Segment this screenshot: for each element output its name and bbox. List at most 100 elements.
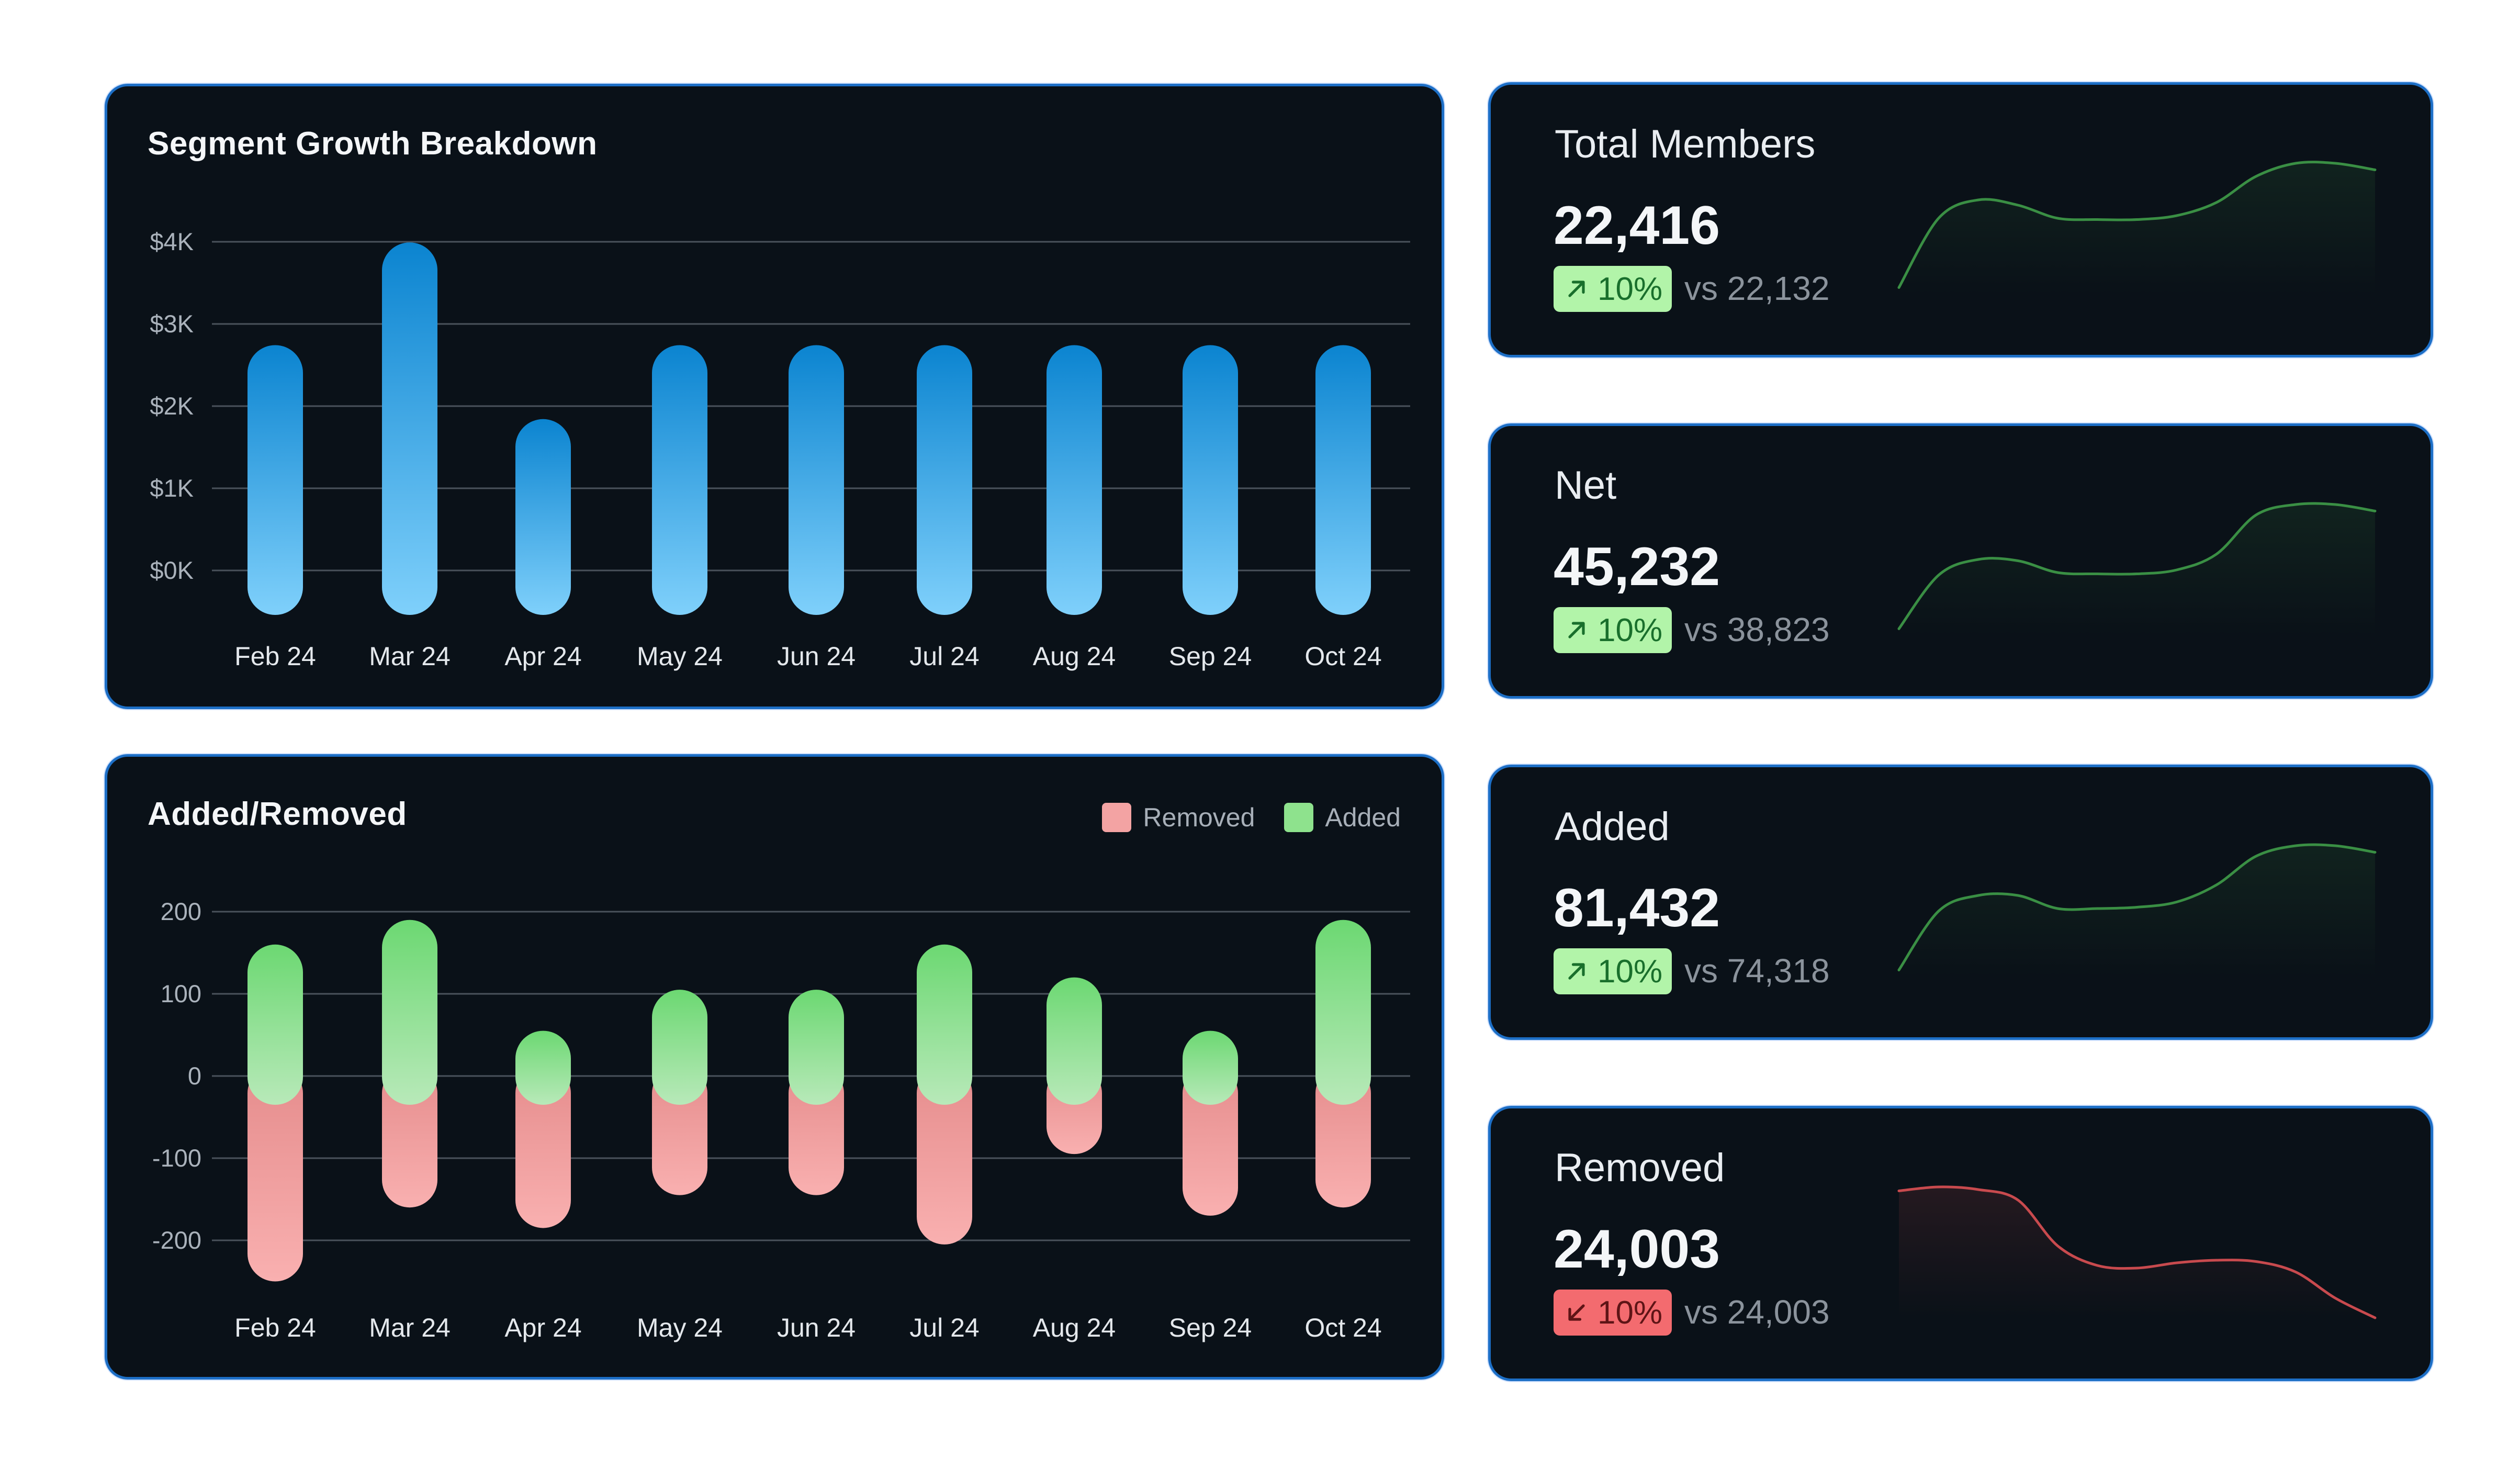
trend-change: 10% <box>1598 953 1663 990</box>
added-removed-chart: -200 -100 0 100 200 Feb 24 Mar 24 Apr 24 May 24 J… <box>152 898 1410 1342</box>
x-tick-label: Sep 24 <box>1169 642 1252 671</box>
y-tick-label: 100 <box>161 980 201 1007</box>
sparkline <box>1897 161 2377 294</box>
kpi-comparison: vs 24,003 <box>1684 1293 1830 1331</box>
x-tick-label: May 24 <box>637 642 723 671</box>
x-tick-label: Oct 24 <box>1304 1313 1381 1342</box>
x-tick-label: Mar 24 <box>369 1313 451 1342</box>
sparkline-area <box>1899 844 2375 977</box>
x-tick-label: Oct 24 <box>1304 642 1381 671</box>
sparkline <box>1897 843 2377 977</box>
kpi-title: Added <box>1555 804 1670 849</box>
sparkline-area <box>1899 503 2375 635</box>
sparkline <box>1897 1185 2377 1319</box>
bar-removed <box>917 1066 972 1245</box>
kpi-comparison: vs 22,132 <box>1684 270 1830 307</box>
x-tick-label: Jun 24 <box>777 642 856 671</box>
legend-label-removed: Removed <box>1143 803 1255 832</box>
bar-added <box>917 944 972 1105</box>
kpi-card-added[interactable]: Added 81,432 10% vs 74,318 <box>1488 765 2433 1040</box>
x-tick-label: Aug 24 <box>1033 1313 1116 1342</box>
added-removed-card: Added/Removed Removed Added -200 -100 0 100… <box>105 754 1444 1380</box>
bar <box>1183 345 1238 615</box>
bar-added <box>1183 1030 1238 1105</box>
trend-badge: 10% <box>1554 948 1672 994</box>
arrow-up-right-icon <box>1568 963 1585 980</box>
legend-item-removed[interactable]: Removed <box>1102 802 1255 833</box>
x-tick-label: Apr 24 <box>504 642 581 671</box>
bar-added <box>789 990 844 1105</box>
y-tick-label: $3K <box>150 310 194 338</box>
arrow-up-right-icon <box>1568 622 1585 638</box>
bar <box>1315 345 1371 615</box>
kpi-value: 22,416 <box>1554 195 1720 256</box>
bar-added <box>382 920 437 1105</box>
segment-growth-chart: $0K $1K $2K $3K $4K Feb 24 Mar 24 Apr 24 May 24 J… <box>150 228 1410 671</box>
y-tick-label: $0K <box>150 556 194 584</box>
kpi-card-net[interactable]: Net 45,232 10% vs 38,823 <box>1488 423 2433 699</box>
legend-swatch-removed <box>1102 803 1132 832</box>
trend-change: 10% <box>1598 612 1663 648</box>
x-tick-label: Aug 24 <box>1033 642 1116 671</box>
kpi-comparison: vs 38,823 <box>1684 611 1830 648</box>
trend-badge: 10% <box>1554 607 1672 653</box>
bar-added <box>248 944 303 1105</box>
y-tick-label: -200 <box>152 1226 201 1254</box>
bar <box>382 242 437 615</box>
trend-badge: 10% <box>1554 1290 1672 1336</box>
x-tick-label: Jul 24 <box>909 642 979 671</box>
sparkline-line <box>1897 161 2377 289</box>
bar <box>789 345 844 615</box>
x-tick-label: Jun 24 <box>777 1313 856 1342</box>
sparkline <box>1897 502 2377 635</box>
y-tick-label: 200 <box>161 898 201 925</box>
kpi-card-total-members[interactable]: Total Members 22,416 10% vs 22,132 <box>1488 82 2433 357</box>
trend-badge: 10% <box>1554 266 1672 312</box>
bar-removed <box>515 1066 571 1228</box>
kpi-title: Removed <box>1555 1146 1725 1190</box>
chart-legend: Removed Added <box>1102 802 1401 833</box>
y-tick-label: 0 <box>188 1062 201 1090</box>
legend-item-added[interactable]: Added <box>1284 802 1401 833</box>
bar-added <box>652 990 707 1105</box>
bar <box>248 345 303 615</box>
bar <box>917 345 972 615</box>
segment-growth-card: Segment Growth Breakdown $0K $1K $2K $3K $4K… <box>105 84 1444 709</box>
legend-label-added: Added <box>1325 803 1401 832</box>
y-tick-label: $4K <box>150 228 194 255</box>
bar-removed <box>1183 1066 1238 1216</box>
arrow-down-left-icon <box>1568 1304 1585 1321</box>
x-tick-label: Sep 24 <box>1169 1313 1252 1342</box>
bar-added <box>1047 977 1102 1105</box>
sparkline-line <box>1897 843 2377 971</box>
x-tick-label: Mar 24 <box>369 642 451 671</box>
added-removed-title: Added/Removed <box>148 796 407 832</box>
kpi-comparison: vs 74,318 <box>1684 952 1830 990</box>
y-tick-label: $1K <box>150 474 194 502</box>
kpi-title: Total Members <box>1555 122 1816 166</box>
arrow-up-right-icon <box>1568 281 1585 297</box>
bar <box>652 345 707 615</box>
bar <box>515 419 571 615</box>
bar-added <box>1315 920 1371 1105</box>
x-tick-label: Jul 24 <box>909 1313 979 1342</box>
x-tick-label: Feb 24 <box>234 642 316 671</box>
sparkline-area <box>1899 1186 2375 1318</box>
y-tick-label: $2K <box>150 392 194 420</box>
segment-growth-title: Segment Growth Breakdown <box>148 126 598 162</box>
x-tick-label: May 24 <box>637 1313 723 1342</box>
bar-removed <box>248 1066 303 1282</box>
sparkline-area <box>1899 162 2375 294</box>
bar <box>1047 345 1102 615</box>
trend-change: 10% <box>1598 271 1663 307</box>
kpi-value: 81,432 <box>1554 878 1720 938</box>
kpi-title: Net <box>1555 463 1617 508</box>
sparkline-line <box>1897 502 2377 630</box>
legend-swatch-added <box>1284 803 1314 832</box>
kpi-value: 45,232 <box>1554 536 1720 597</box>
kpi-card-removed[interactable]: Removed 24,003 10% vs 24,003 <box>1488 1106 2433 1381</box>
sparkline-line <box>1897 1185 2377 1319</box>
x-tick-label: Feb 24 <box>234 1313 316 1342</box>
x-tick-label: Apr 24 <box>504 1313 581 1342</box>
bar-added <box>515 1030 571 1105</box>
